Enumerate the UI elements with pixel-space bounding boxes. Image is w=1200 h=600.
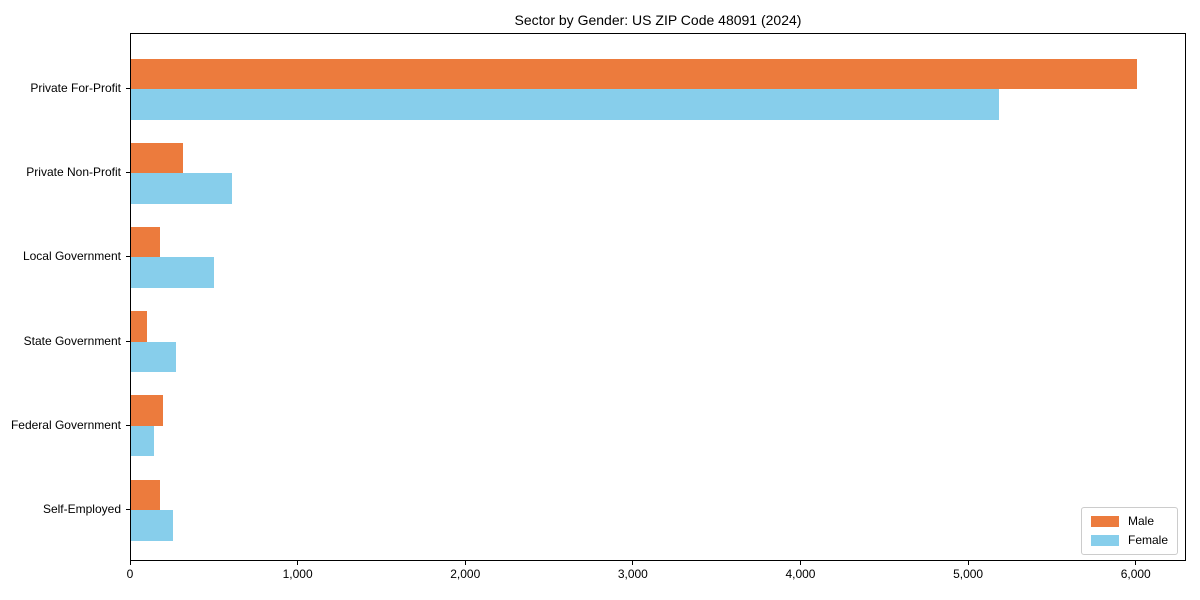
bar-male-3 xyxy=(131,226,161,258)
x-tick-label: 0 xyxy=(126,567,134,581)
x-tick-mark xyxy=(297,561,299,565)
y-tick-mark xyxy=(126,424,130,426)
y-tick-mark xyxy=(126,340,130,342)
x-tick-label: 1,000 xyxy=(282,567,313,581)
y-tick-mark xyxy=(126,256,130,258)
bar-male-2 xyxy=(131,142,183,174)
female-series-swatch xyxy=(1090,535,1119,546)
legend-item-male: Male xyxy=(1090,514,1168,528)
legend-label-female: Female xyxy=(1127,533,1168,547)
x-tick-mark xyxy=(129,561,131,565)
bar-female-5 xyxy=(131,425,155,457)
legend-item-female: Female xyxy=(1090,533,1168,547)
bar-male-5 xyxy=(131,395,163,426)
y-tick-mark xyxy=(126,509,130,510)
y-tick-mark xyxy=(126,88,130,89)
y-tick-label: Private Non-Profit xyxy=(26,165,121,180)
bar-male-1 xyxy=(131,58,1137,89)
y-tick-label: State Government xyxy=(23,333,121,348)
bar-male-4 xyxy=(131,311,147,342)
bar-female-3 xyxy=(131,257,214,288)
y-tick-label: Private For-Profit xyxy=(30,81,121,95)
x-tick-mark xyxy=(464,561,466,565)
male-series-swatch xyxy=(1090,516,1119,527)
legend: Male Female xyxy=(1080,507,1178,555)
y-tick-label: Federal Government xyxy=(10,417,121,432)
y-tick-mark xyxy=(126,172,130,174)
plot-area: Male Female xyxy=(130,33,1186,561)
bar-female-2 xyxy=(131,173,232,204)
x-tick-mark xyxy=(799,561,801,565)
x-tick-mark xyxy=(632,561,634,565)
x-tick-label: 4,000 xyxy=(785,567,816,581)
bar-female-6 xyxy=(131,510,173,541)
x-tick-mark xyxy=(1135,561,1137,565)
y-tick-label: Local Government xyxy=(22,249,121,264)
legend-label-male: Male xyxy=(1127,514,1154,528)
bar-female-1 xyxy=(131,89,1000,120)
x-tick-label: 5,000 xyxy=(953,567,984,581)
bar-female-4 xyxy=(131,341,177,373)
x-tick-label: 6,000 xyxy=(1120,567,1151,581)
x-tick-label: 2,000 xyxy=(450,567,481,581)
chart-title: Sector by Gender: US ZIP Code 48091 (202… xyxy=(514,12,802,28)
y-tick-label: Self-Employed xyxy=(42,502,121,516)
x-tick-label: 3,000 xyxy=(617,567,648,581)
x-tick-mark xyxy=(967,561,969,565)
bar-male-6 xyxy=(131,479,161,510)
